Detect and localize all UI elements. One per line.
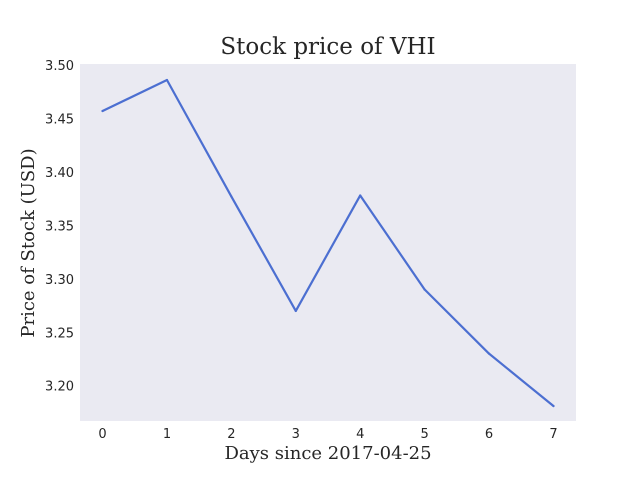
data-point xyxy=(230,195,233,198)
plot-area xyxy=(80,64,576,421)
data-point xyxy=(552,404,555,408)
data-point xyxy=(101,109,104,113)
x-axis-label: Days since 2017-04-25 xyxy=(224,443,431,464)
data-point xyxy=(294,309,297,313)
y-tick-label: 3.35 xyxy=(45,219,74,234)
series-line xyxy=(101,78,555,408)
x-tick-label: 2 xyxy=(227,427,235,442)
y-tick-label: 3.30 xyxy=(45,273,74,288)
y-tick-label: 3.20 xyxy=(45,380,74,395)
y-tick-label: 3.25 xyxy=(45,326,74,341)
y-tick-label: 3.40 xyxy=(45,166,74,181)
y-axis-ticks: 3.20 3.25 3.30 3.35 3.40 3.45 3.50 xyxy=(45,59,74,395)
x-axis-ticks: 0 1 2 3 4 5 6 7 xyxy=(98,427,557,442)
data-point xyxy=(165,78,169,82)
x-tick-label: 1 xyxy=(163,427,171,442)
x-tick-label: 3 xyxy=(292,427,300,442)
data-point xyxy=(487,352,491,355)
y-tick-label: 3.45 xyxy=(45,113,74,128)
data-point xyxy=(359,194,362,197)
x-tick-label: 5 xyxy=(420,427,428,442)
x-tick-label: 4 xyxy=(356,427,364,442)
x-tick-label: 7 xyxy=(549,427,557,442)
chart-title: Stock price of VHI xyxy=(220,34,435,60)
data-point xyxy=(423,288,426,291)
x-tick-label: 6 xyxy=(485,427,493,442)
y-axis-label: Price of Stock (USD) xyxy=(18,148,39,337)
series-layer xyxy=(101,78,555,408)
y-tick-label: 3.50 xyxy=(45,59,74,74)
x-tick-label: 0 xyxy=(98,427,106,442)
